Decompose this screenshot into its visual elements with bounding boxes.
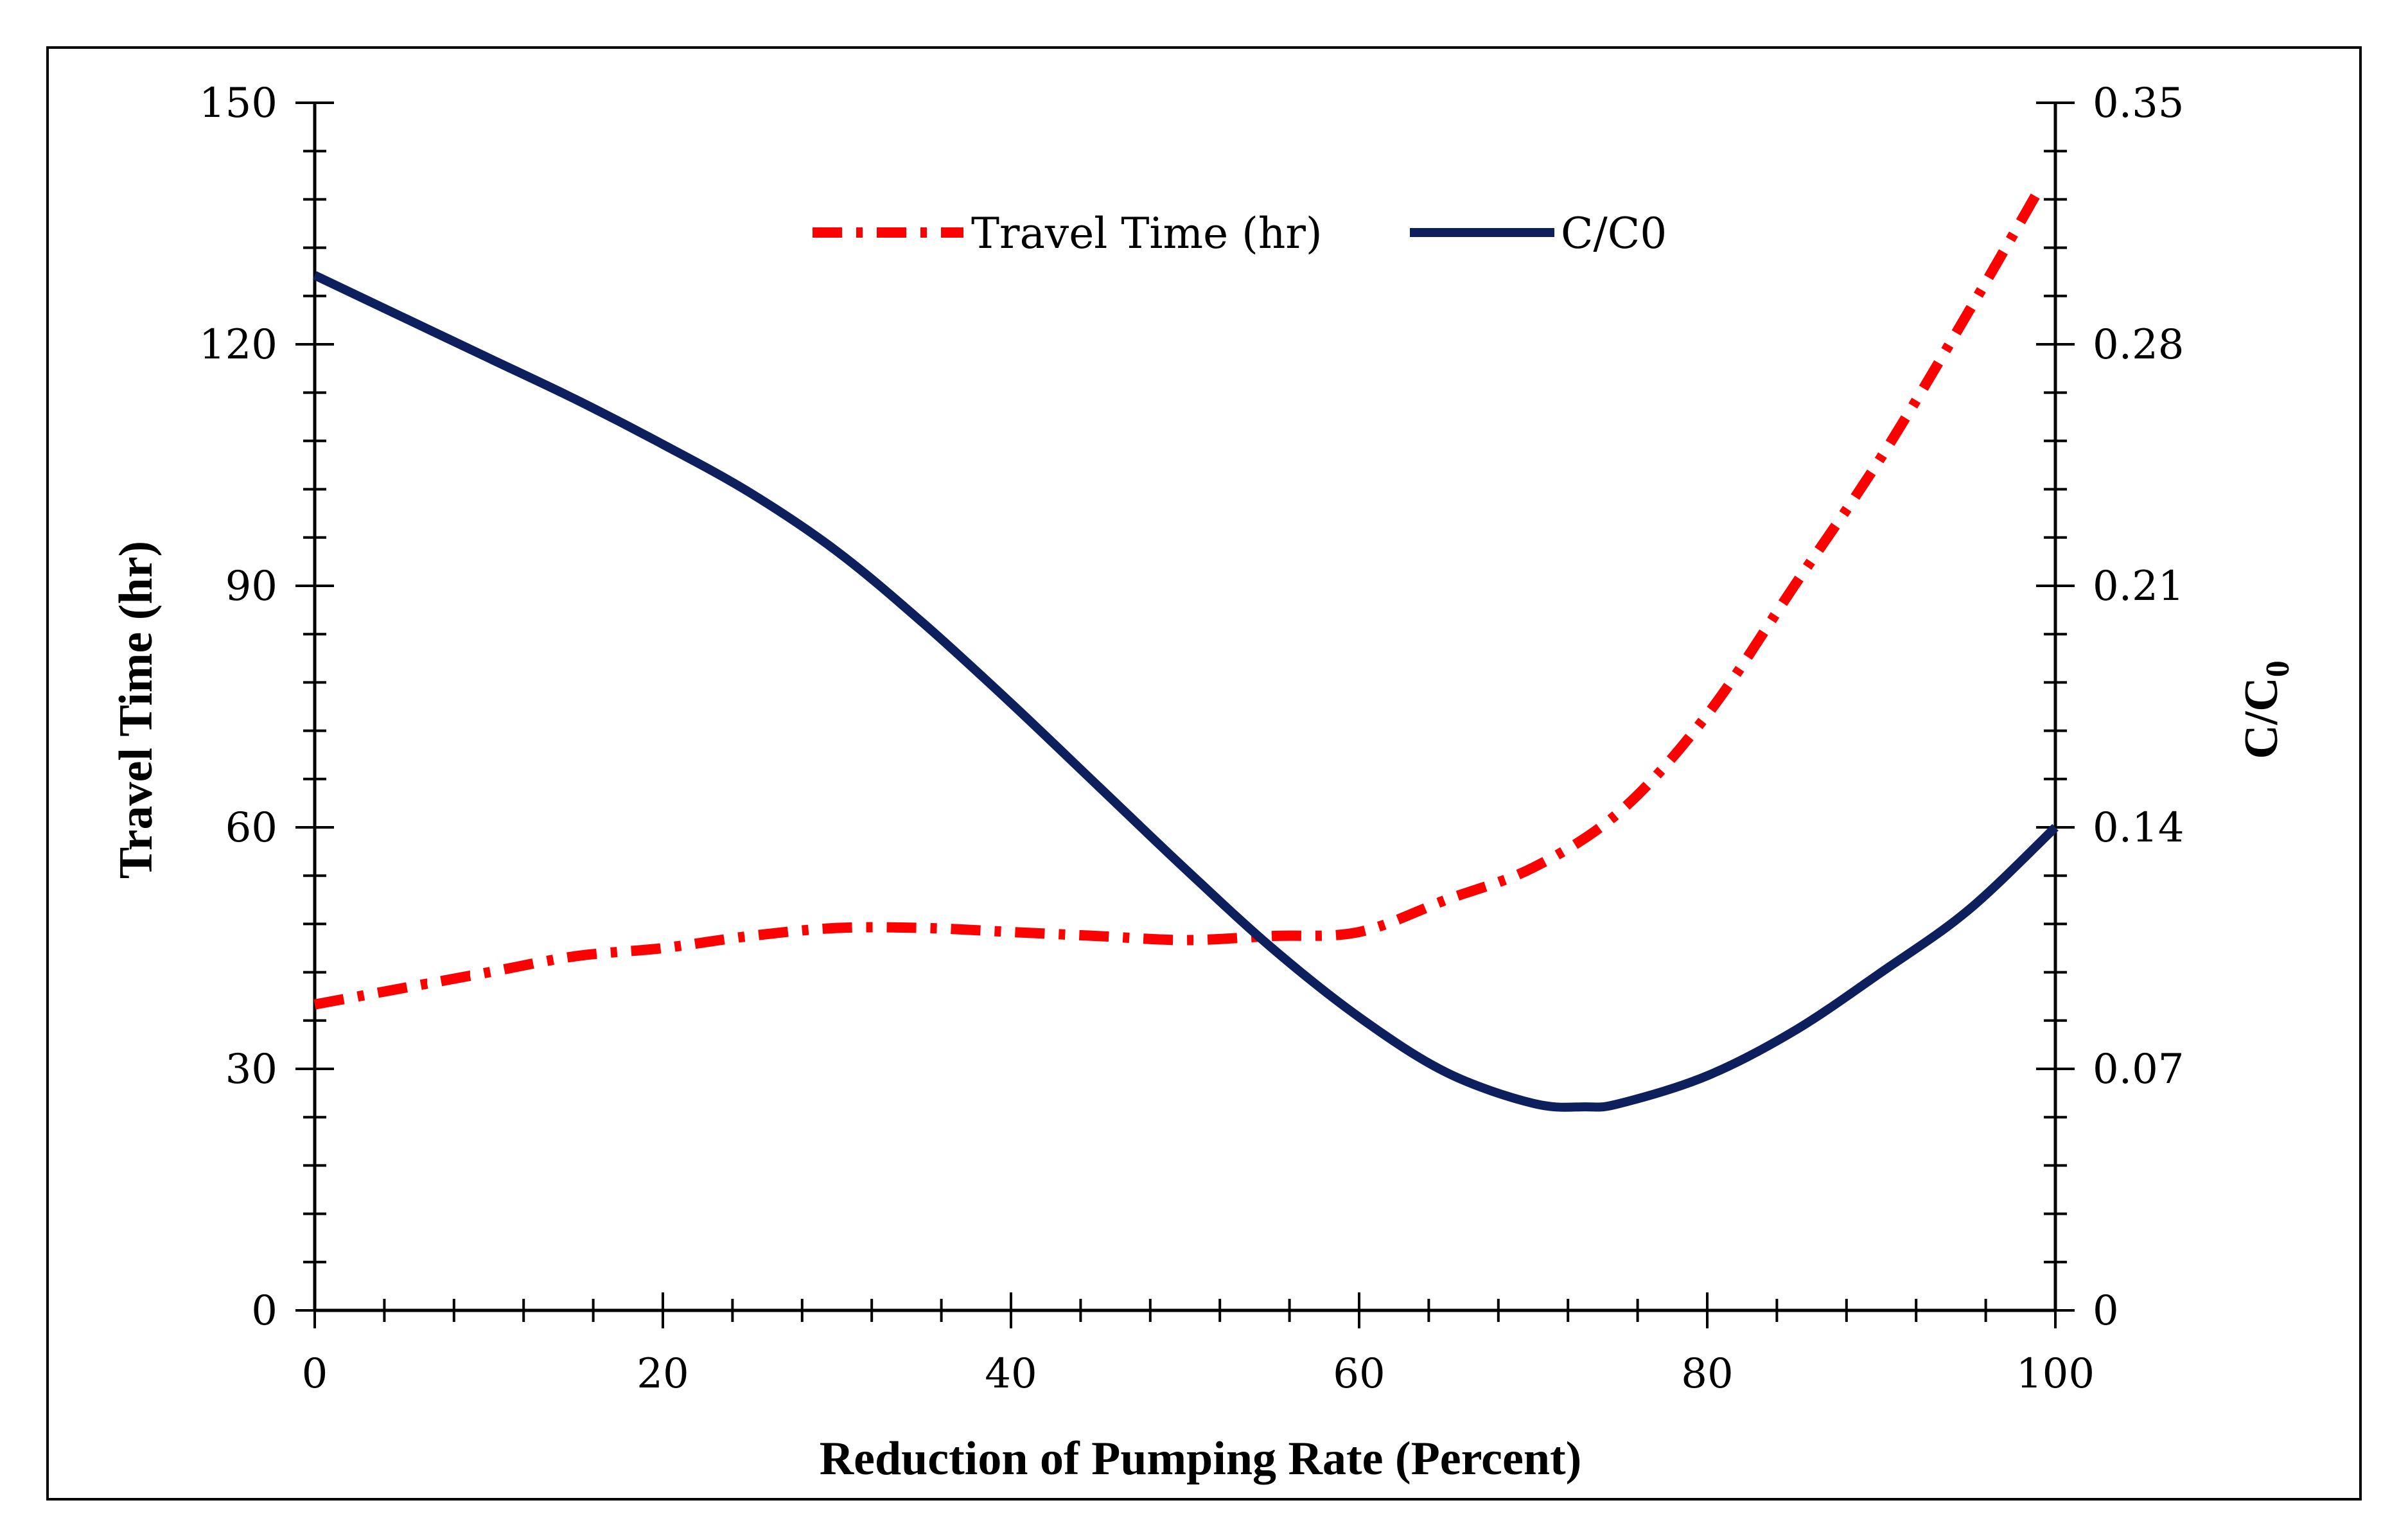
x-tick-label: 40 — [985, 1350, 1037, 1398]
y-right-tick-label: 0.21 — [2093, 563, 2184, 610]
y-left-tick-label: 150 — [199, 80, 277, 127]
y-left-tick-label: 90 — [225, 563, 277, 610]
y-left-tick-label: 120 — [199, 321, 277, 369]
y-right-tick-label: 0.07 — [2093, 1046, 2184, 1093]
x-tick-label: 100 — [2016, 1350, 2095, 1398]
chart-border — [46, 46, 2362, 1501]
axes-group — [295, 101, 2075, 1328]
y-left-tick-label: 30 — [225, 1046, 277, 1093]
y-right-tick-label: 0.28 — [2093, 321, 2184, 369]
y-right-tick-label: 0.14 — [2093, 804, 2184, 852]
series-group — [312, 188, 2059, 1112]
legend-label-travel-time: Travel Time (hr) — [971, 209, 1323, 258]
y-left-tick-label: 0 — [251, 1287, 277, 1335]
y-axis-left-title: Travel Time (hr) — [110, 541, 163, 879]
y-axis-right-title: C/C0 — [2235, 660, 2296, 759]
x-tick-label: 20 — [637, 1350, 689, 1398]
legend-label-cc0: C/C0 — [1561, 209, 1667, 258]
x-tick-label: 0 — [302, 1350, 328, 1398]
y-axis-right-title-sub: 0 — [2260, 660, 2296, 677]
x-axis-title: Reduction of Pumping Rate (Percent) — [820, 1432, 1582, 1485]
legend: Travel Time (hr) C/C0 — [813, 209, 1667, 258]
x-tick-label: 60 — [1333, 1350, 1385, 1398]
tick-labels-group: 0 30 60 90 120 150 0 0.07 0.14 0.21 0.28 0.35 0 20 40 6… — [199, 80, 2184, 1398]
y-right-tick-label: 0 — [2093, 1287, 2119, 1335]
series-line-cc0 — [312, 271, 2059, 1112]
x-tick-label: 80 — [1681, 1350, 1733, 1398]
y-right-tick-label: 0.35 — [2093, 80, 2184, 127]
y-left-tick-label: 60 — [225, 804, 277, 852]
y-axis-right-title-main: C/C — [2235, 677, 2288, 759]
